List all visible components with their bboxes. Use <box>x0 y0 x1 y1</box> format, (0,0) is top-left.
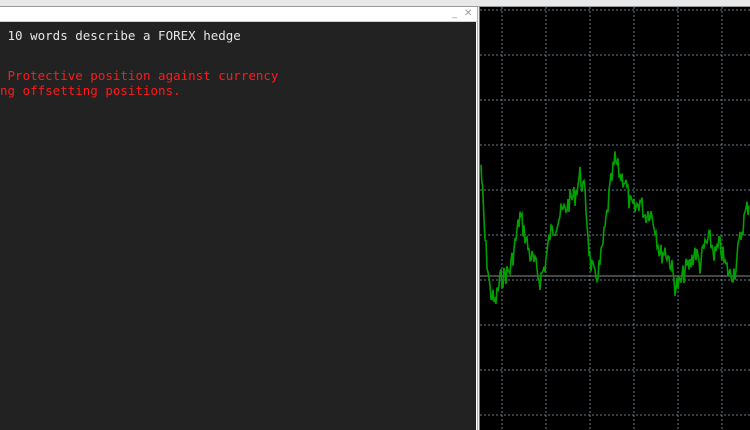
price-chart[interactable] <box>479 7 750 430</box>
response-line-1: Protective position against currency <box>0 68 279 83</box>
top-toolbar-strip <box>0 0 750 7</box>
response-line-2: ng offsetting positions. <box>0 83 181 98</box>
prompt-text: 10 words describe a FOREX hedge <box>0 28 241 43</box>
price-line <box>480 151 750 304</box>
chat-panel: _ ✕ 10 words describe a FOREX hedge Prot… <box>0 7 478 430</box>
close-icon[interactable]: ✕ <box>464 8 473 19</box>
minimize-icon[interactable]: _ <box>452 8 457 19</box>
price-chart-svg <box>480 7 750 430</box>
panel-title-bar: _ ✕ <box>0 7 477 22</box>
console-output: 10 words describe a FOREX hedge Protecti… <box>0 22 476 430</box>
